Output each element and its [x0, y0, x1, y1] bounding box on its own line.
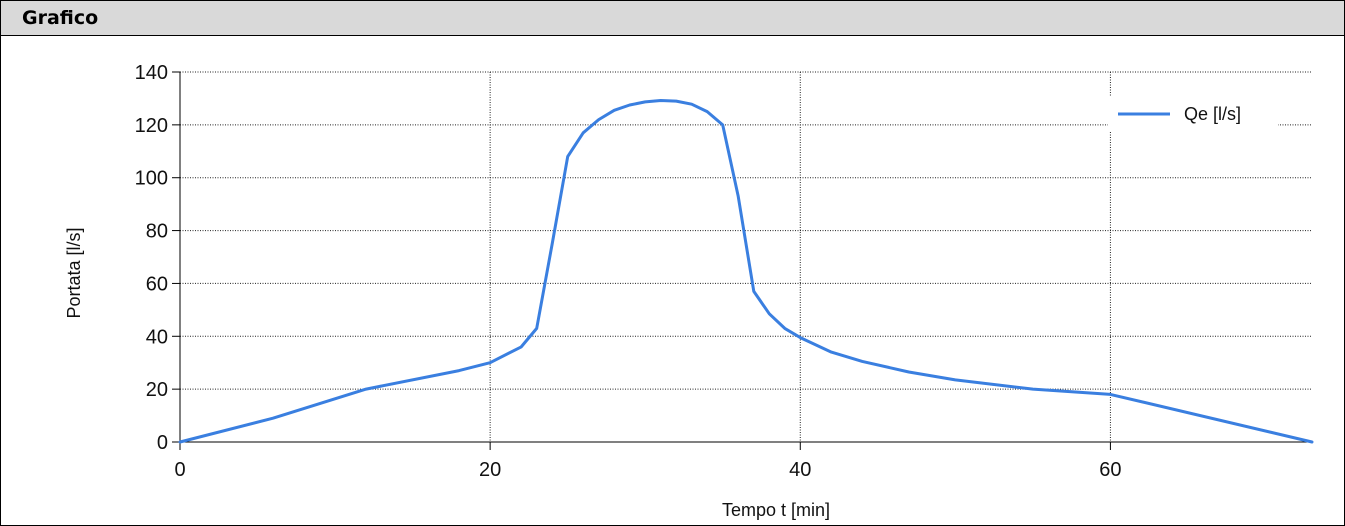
legend-label: Qe [l/s] — [1184, 104, 1241, 124]
series-lines — [178, 99, 1314, 444]
x-tick-label: 60 — [1099, 459, 1121, 481]
y-axis-label: Portata [l/s] — [64, 227, 84, 318]
axes — [172, 71, 1312, 450]
y-tick-label: 0 — [157, 432, 168, 454]
x-axis-label: Tempo t [min] — [722, 500, 830, 520]
line-chart: 0 20 40 60 80 100 120 140 0 20 40 60 Qe [l/s] Tempo… — [64, 62, 1314, 520]
y-tick-label: 80 — [146, 221, 168, 243]
y-tick-label: 140 — [135, 62, 168, 84]
x-tick-label: 0 — [174, 459, 185, 481]
y-tick-label: 100 — [135, 168, 168, 190]
y-tick-label: 40 — [146, 326, 168, 348]
series-line-0 — [178, 99, 1314, 444]
tick-labels: 0 20 40 60 80 100 120 140 0 20 40 60 — [135, 62, 1122, 481]
y-tick-label: 20 — [146, 379, 168, 401]
y-tick-label: 60 — [146, 273, 168, 295]
panel-title: Grafico — [22, 7, 99, 29]
panel-header: Grafico — [1, 1, 1344, 36]
legend: Qe [l/s] — [1108, 96, 1278, 132]
y-tick-label: 120 — [135, 115, 168, 137]
x-tick-label: 40 — [789, 459, 811, 481]
x-tick-label: 20 — [479, 459, 501, 481]
